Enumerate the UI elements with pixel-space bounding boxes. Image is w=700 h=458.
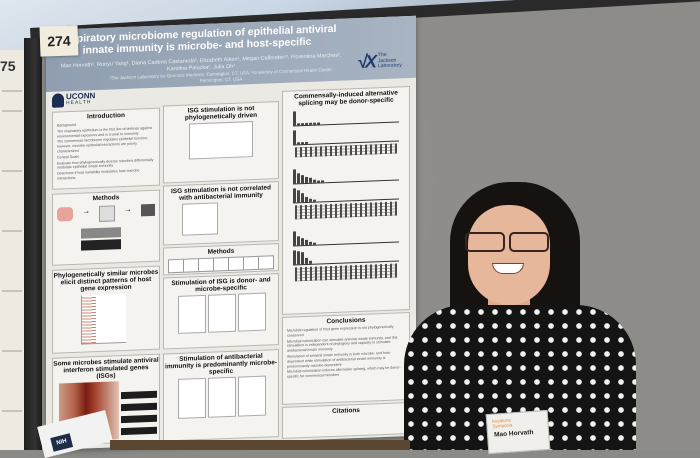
glasses-icon (465, 232, 561, 252)
panel-isg-not-phylogenetic: ISG stimulation is not phylogenetically … (163, 101, 279, 184)
uconn-logo: UCONN HEALTH (52, 91, 95, 108)
panel-phylogenetically-similar: Phylogenetically similar microbes elicit… (52, 265, 160, 354)
research-poster: Respiratory microbiome regulation of epi… (46, 15, 416, 450)
floor (110, 440, 410, 450)
board-number-tag: 274 (39, 25, 79, 57)
poster-header: Respiratory microbiome regulation of epi… (46, 15, 416, 92)
jax-logo: √X The Jackson Laboratory (357, 51, 402, 73)
panel-isg-donor-microbe: Stimulation of ISG is donor- and microbe… (163, 273, 279, 350)
uconn-oak-icon (52, 93, 64, 108)
adjacent-board-number: 75 (0, 58, 16, 74)
panel-isg-not-correlated: ISG stimulation is not correlated with a… (163, 181, 279, 246)
panel-citations: Citations (282, 402, 410, 439)
panel-conclusions: Conclusions Microbial regulation of host… (282, 312, 410, 405)
panel-methods-workflow: Methods → → (52, 189, 160, 266)
card-logo-icon: NIH (50, 433, 74, 452)
name-badge: Keystone Symposia Mao Horvath (485, 409, 551, 455)
person-face (468, 205, 550, 305)
poster-title: Respiratory microbiome regulation of epi… (57, 22, 337, 57)
jax-logo-icon: √X (357, 51, 375, 73)
board-frame-left (24, 38, 42, 450)
panel-antibacterial-microbe: Stimulation of antibacterial immunity is… (163, 349, 279, 442)
panel-splicing: Commensally-induced alternative splicing… (282, 86, 410, 315)
adjacent-poster: 75 (0, 50, 26, 450)
panel-methods-table: Methods (163, 243, 279, 276)
panel-introduction: Introduction Background The respiratory … (52, 107, 160, 190)
